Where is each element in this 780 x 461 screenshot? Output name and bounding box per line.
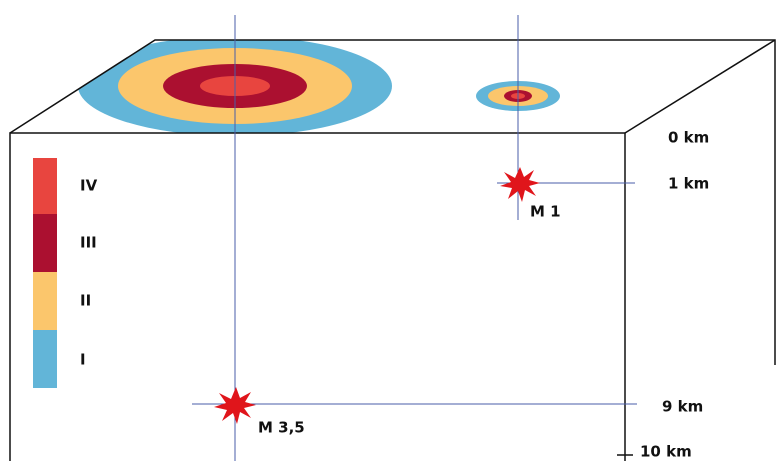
legend-swatch (33, 330, 57, 388)
edge (625, 40, 775, 133)
legend: IV III II I (33, 158, 98, 388)
diagram: IV III II I 0 km 1 km 9 km 10 km M 1 M 3… (0, 0, 780, 461)
event-label: M 1 (530, 203, 561, 221)
event-label: M 3,5 (258, 419, 305, 437)
epicenter (500, 167, 540, 202)
depth-label: 9 km (662, 398, 703, 416)
legend-swatch (33, 214, 57, 272)
legend-swatch (33, 158, 57, 214)
legend-swatch (33, 272, 57, 330)
depth-label: 10 km (640, 443, 692, 461)
legend-label: I (80, 351, 86, 369)
epicenter (214, 387, 256, 424)
legend-label: III (80, 234, 97, 252)
depth-label: 0 km (668, 129, 709, 147)
intensity-zones (78, 36, 560, 136)
legend-label: II (80, 292, 91, 310)
depth-label: 1 km (668, 175, 709, 193)
legend-label: IV (80, 177, 98, 195)
